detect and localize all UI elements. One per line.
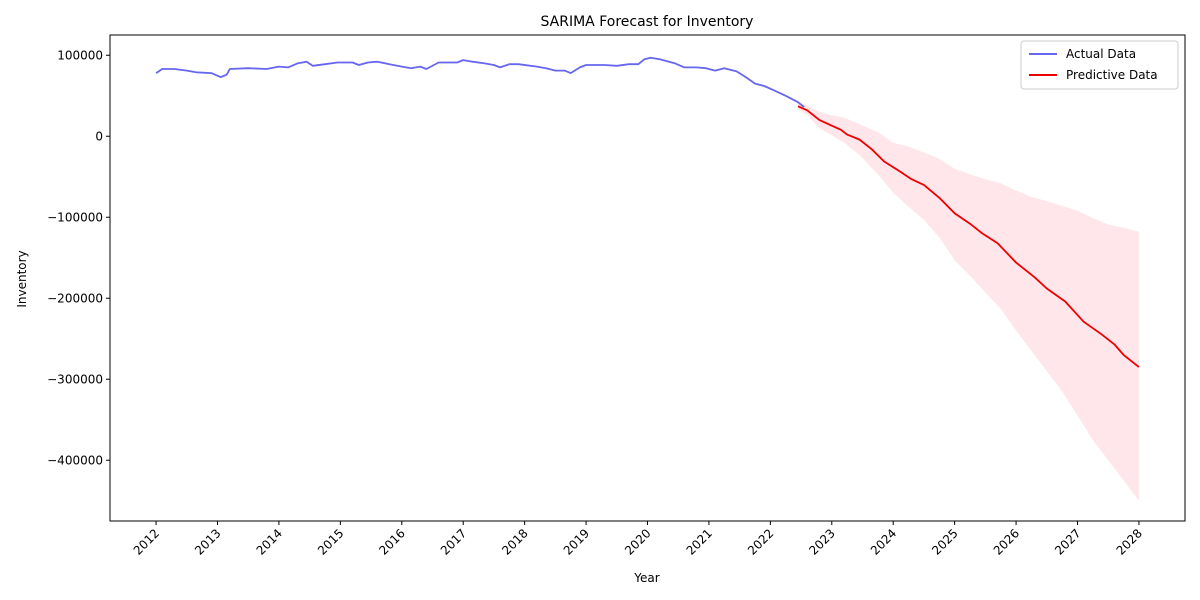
y-tick-label: 100000 bbox=[57, 48, 103, 62]
x-axis-label: Year bbox=[633, 571, 659, 585]
legend: Actual Data Predictive Data bbox=[1020, 40, 1179, 90]
plot-area bbox=[155, 56, 1140, 501]
confidence-band bbox=[798, 102, 1139, 501]
chart-title: SARIMA Forecast for Inventory bbox=[541, 14, 754, 30]
y-axis-label: Inventory bbox=[15, 250, 29, 307]
series-line-predictive-data bbox=[797, 105, 1140, 368]
legend-label-actual: Actual Data bbox=[1066, 47, 1136, 61]
y-tick-label: 0 bbox=[95, 129, 103, 143]
y-tick-label: −300000 bbox=[47, 372, 103, 386]
series-line-actual-data bbox=[155, 56, 805, 108]
y-tick-label: −200000 bbox=[47, 291, 103, 305]
y-tick-label: −400000 bbox=[47, 453, 103, 467]
y-axis: 100000 0 −100000 −200000 −300000 −400000 bbox=[47, 48, 110, 467]
y-tick-label: −100000 bbox=[47, 210, 103, 224]
legend-box bbox=[1020, 40, 1179, 90]
legend-label-predictive: Predictive Data bbox=[1066, 68, 1158, 82]
